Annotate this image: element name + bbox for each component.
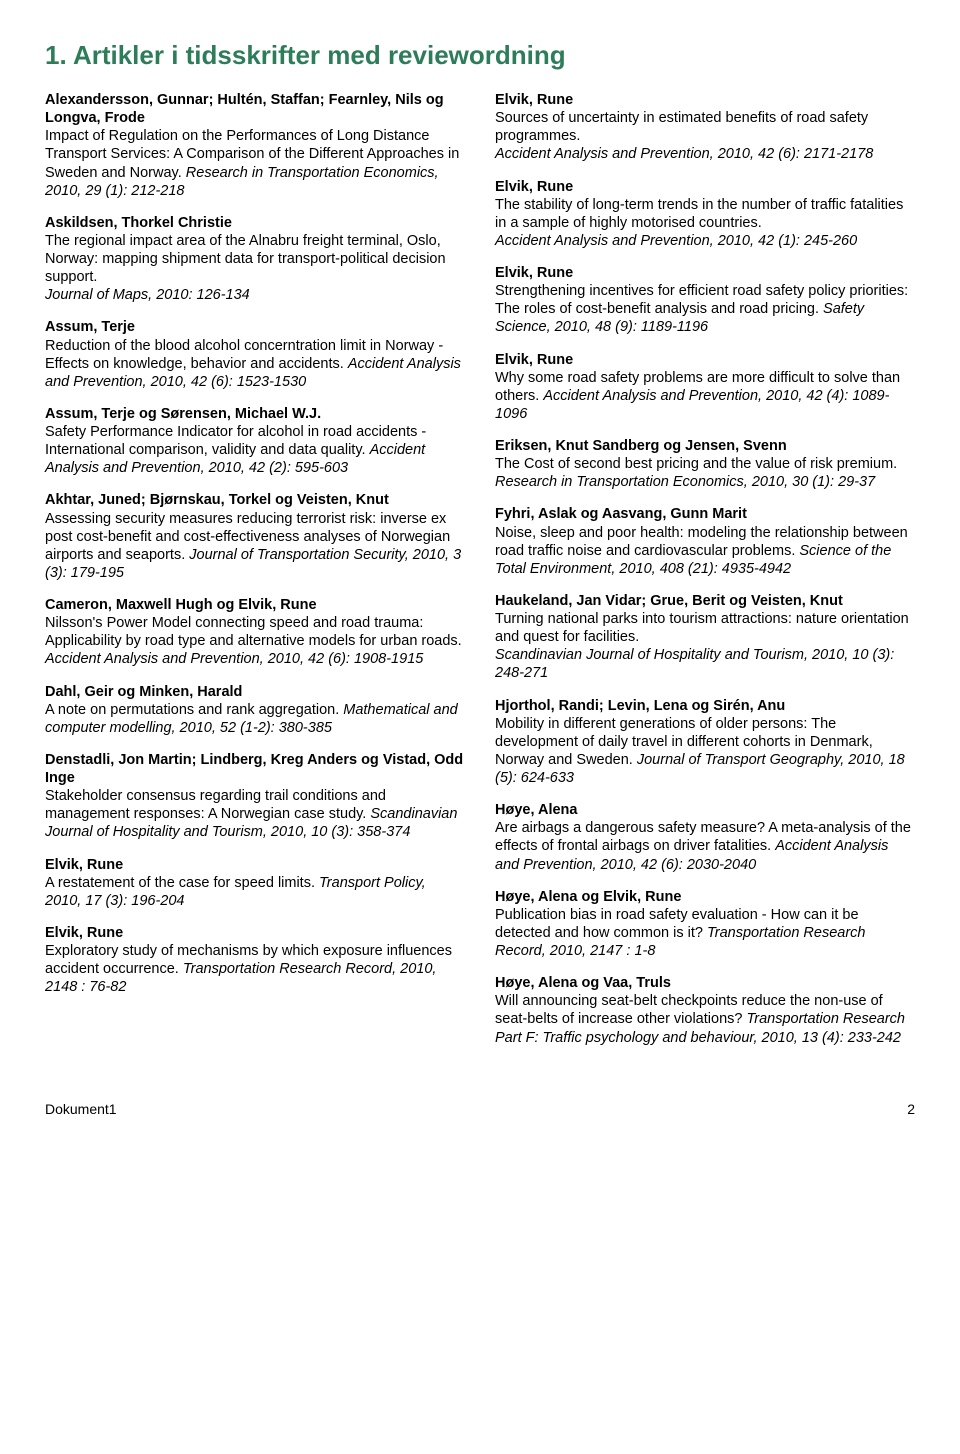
entry-authors: Elvik, Rune bbox=[45, 856, 465, 874]
page-footer: Dokument1 2 bbox=[45, 1101, 915, 1117]
bibliography-entry: Høye, Alena og Vaa, TrulsWill announcing… bbox=[495, 974, 915, 1047]
bibliography-entry: Høye, Alena og Elvik, RunePublication bi… bbox=[495, 888, 915, 961]
entry-body: Assessing security measures reducing ter… bbox=[45, 510, 465, 583]
entry-body: Nilsson's Power Model connecting speed a… bbox=[45, 614, 465, 668]
entry-authors: Hjorthol, Randi; Levin, Lena og Sirén, A… bbox=[495, 697, 915, 715]
bibliography-entry: Elvik, RuneA restatement of the case for… bbox=[45, 856, 465, 910]
bibliography-entry: Elvik, RuneStrengthening incentives for … bbox=[495, 264, 915, 337]
entry-authors: Eriksen, Knut Sandberg og Jensen, Svenn bbox=[495, 437, 915, 455]
entry-body: Mobility in different generations of old… bbox=[495, 715, 915, 788]
bibliography-entry: Denstadli, Jon Martin; Lindberg, Kreg An… bbox=[45, 751, 465, 842]
entry-body: A restatement of the case for speed limi… bbox=[45, 874, 465, 910]
entry-body: The stability of long-term trends in the… bbox=[495, 196, 915, 250]
entry-body: Turning national parks into tourism attr… bbox=[495, 610, 915, 683]
bibliography-entry: Haukeland, Jan Vidar; Grue, Berit og Vei… bbox=[495, 592, 915, 683]
right-column: Elvik, RuneSources of uncertainty in est… bbox=[495, 91, 915, 1061]
entry-authors: Askildsen, Thorkel Christie bbox=[45, 214, 465, 232]
entry-body: Safety Performance Indicator for alcohol… bbox=[45, 423, 465, 477]
entry-body: Strengthening incentives for efficient r… bbox=[495, 282, 915, 336]
entry-authors: Elvik, Rune bbox=[495, 91, 915, 109]
entry-authors: Cameron, Maxwell Hugh og Elvik, Rune bbox=[45, 596, 465, 614]
left-column: Alexandersson, Gunnar; Hultén, Staffan; … bbox=[45, 91, 465, 1061]
bibliography-entry: Fyhri, Aslak og Aasvang, Gunn MaritNoise… bbox=[495, 505, 915, 578]
bibliography-entry: Elvik, RuneThe stability of long-term tr… bbox=[495, 178, 915, 251]
entry-authors: Haukeland, Jan Vidar; Grue, Berit og Vei… bbox=[495, 592, 915, 610]
bibliography-entry: Elvik, RuneExploratory study of mechanis… bbox=[45, 924, 465, 997]
bibliography-entry: Cameron, Maxwell Hugh og Elvik, RuneNils… bbox=[45, 596, 465, 669]
page-title: 1. Artikler i tidsskrifter med revieword… bbox=[45, 40, 915, 71]
bibliography-entry: Høye, AlenaAre airbags a dangerous safet… bbox=[495, 801, 915, 874]
entry-authors: Assum, Terje og Sørensen, Michael W.J. bbox=[45, 405, 465, 423]
entry-body: The regional impact area of the Alnabru … bbox=[45, 232, 465, 305]
entry-body: Impact of Regulation on the Performances… bbox=[45, 127, 465, 200]
entry-body: The Cost of second best pricing and the … bbox=[495, 455, 915, 491]
entry-body: A note on permutations and rank aggregat… bbox=[45, 701, 465, 737]
bibliography-entry: Elvik, RuneWhy some road safety problems… bbox=[495, 351, 915, 424]
entry-body: Are airbags a dangerous safety measure? … bbox=[495, 819, 915, 873]
bibliography-entry: Dahl, Geir og Minken, HaraldA note on pe… bbox=[45, 683, 465, 737]
footer-page-number: 2 bbox=[907, 1101, 915, 1117]
bibliography-entry: Eriksen, Knut Sandberg og Jensen, SvennT… bbox=[495, 437, 915, 491]
entry-body: Noise, sleep and poor health: modeling t… bbox=[495, 524, 915, 578]
entry-authors: Dahl, Geir og Minken, Harald bbox=[45, 683, 465, 701]
content-columns: Alexandersson, Gunnar; Hultén, Staffan; … bbox=[45, 91, 915, 1061]
entry-authors: Fyhri, Aslak og Aasvang, Gunn Marit bbox=[495, 505, 915, 523]
entry-body: Stakeholder consensus regarding trail co… bbox=[45, 787, 465, 841]
entry-authors: Elvik, Rune bbox=[495, 264, 915, 282]
entry-authors: Akhtar, Juned; Bjørnskau, Torkel og Veis… bbox=[45, 491, 465, 509]
footer-doc-name: Dokument1 bbox=[45, 1101, 117, 1117]
bibliography-entry: Elvik, RuneSources of uncertainty in est… bbox=[495, 91, 915, 164]
entry-authors: Høye, Alena og Vaa, Truls bbox=[495, 974, 915, 992]
entry-body: Exploratory study of mechanisms by which… bbox=[45, 942, 465, 996]
entry-authors: Høye, Alena og Elvik, Rune bbox=[495, 888, 915, 906]
bibliography-entry: Assum, TerjeReduction of the blood alcoh… bbox=[45, 318, 465, 391]
entry-authors: Elvik, Rune bbox=[495, 351, 915, 369]
bibliography-entry: Askildsen, Thorkel ChristieThe regional … bbox=[45, 214, 465, 305]
entry-authors: Assum, Terje bbox=[45, 318, 465, 336]
entry-authors: Høye, Alena bbox=[495, 801, 915, 819]
entry-authors: Denstadli, Jon Martin; Lindberg, Kreg An… bbox=[45, 751, 465, 787]
entry-body: Sources of uncertainty in estimated bene… bbox=[495, 109, 915, 163]
entry-body: Reduction of the blood alcohol concerntr… bbox=[45, 337, 465, 391]
bibliography-entry: Akhtar, Juned; Bjørnskau, Torkel og Veis… bbox=[45, 491, 465, 582]
bibliography-entry: Alexandersson, Gunnar; Hultén, Staffan; … bbox=[45, 91, 465, 200]
bibliography-entry: Assum, Terje og Sørensen, Michael W.J.Sa… bbox=[45, 405, 465, 478]
bibliography-entry: Hjorthol, Randi; Levin, Lena og Sirén, A… bbox=[495, 697, 915, 788]
entry-authors: Elvik, Rune bbox=[45, 924, 465, 942]
entry-authors: Elvik, Rune bbox=[495, 178, 915, 196]
entry-body: Why some road safety problems are more d… bbox=[495, 369, 915, 423]
entry-body: Publication bias in road safety evaluati… bbox=[495, 906, 915, 960]
entry-body: Will announcing seat-belt checkpoints re… bbox=[495, 992, 915, 1046]
entry-authors: Alexandersson, Gunnar; Hultén, Staffan; … bbox=[45, 91, 465, 127]
